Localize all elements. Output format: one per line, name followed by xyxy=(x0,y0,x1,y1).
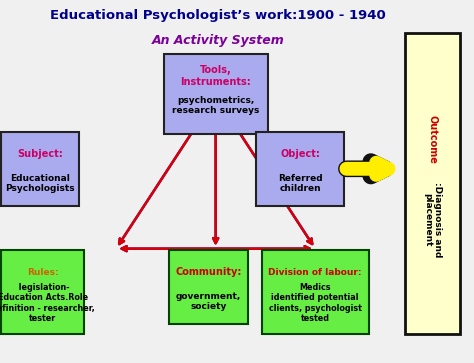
Text: Medics
identified potential
clients, psychologist
tested: Medics identified potential clients, psy… xyxy=(269,283,362,323)
Text: government,
society: government, society xyxy=(176,291,241,311)
Text: Rules:: Rules: xyxy=(27,268,58,277)
Text: Subject:: Subject: xyxy=(18,149,63,159)
Text: Educational Psychologist’s work:1900 - 1940: Educational Psychologist’s work:1900 - 1… xyxy=(50,9,386,22)
FancyBboxPatch shape xyxy=(256,132,344,206)
Text: Outcome: Outcome xyxy=(428,115,438,164)
FancyBboxPatch shape xyxy=(1,250,84,334)
FancyBboxPatch shape xyxy=(164,54,268,134)
Text: An Activity System: An Activity System xyxy=(152,34,284,48)
Text: psychometrics,
research surveys: psychometrics, research surveys xyxy=(172,95,259,115)
Text: Division of labour:: Division of labour: xyxy=(268,268,362,277)
FancyBboxPatch shape xyxy=(405,33,460,334)
Text: :Diagnosis and
placement: :Diagnosis and placement xyxy=(423,182,442,257)
Text: Object:: Object: xyxy=(280,149,320,159)
Text: Tools,
Instruments:: Tools, Instruments: xyxy=(180,65,251,87)
Text: Referred
children: Referred children xyxy=(278,174,322,193)
FancyBboxPatch shape xyxy=(169,250,247,324)
Text: Community:: Community: xyxy=(175,267,242,277)
Text: Educational
Psychologists: Educational Psychologists xyxy=(6,174,75,193)
FancyBboxPatch shape xyxy=(262,250,368,334)
FancyBboxPatch shape xyxy=(1,132,80,206)
Text: legislation-
Education Acts.Role
definition - researcher,
tester: legislation- Education Acts.Role definit… xyxy=(0,283,94,323)
